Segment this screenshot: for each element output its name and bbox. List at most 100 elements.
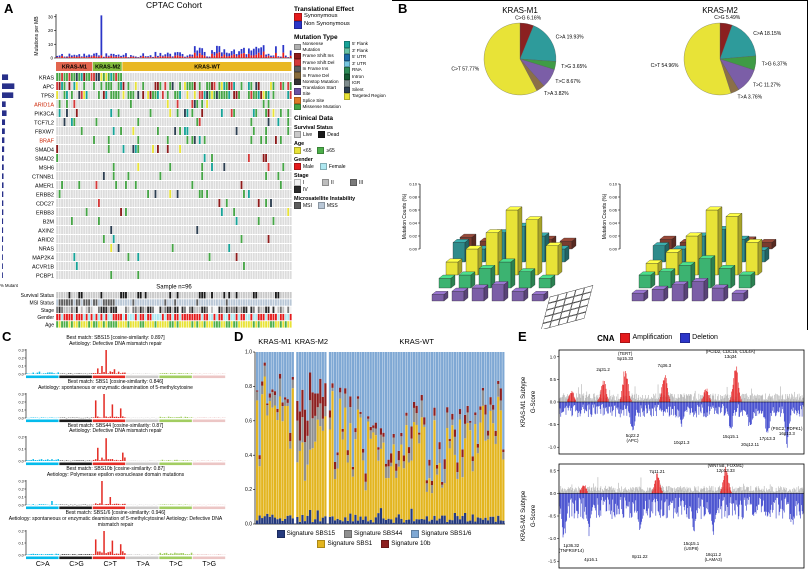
panel-d-legend: Signature SBS15 Signature SBS44 Signature … [233, 530, 515, 549]
z-axis-label: Mutation Counts (%) [602, 193, 608, 239]
gscore-tick: -0.5 [548, 514, 556, 519]
pie-title: KRAS-M1 [502, 6, 538, 15]
sig-ytick: 0.2 [19, 529, 24, 533]
cna-annotation: 4p16.1 [584, 557, 598, 562]
pie-slice [519, 25, 557, 62]
legend-swatch [294, 52, 301, 60]
gene-label: AXIN2 [38, 228, 54, 234]
legend-label: 3' UTR [352, 60, 367, 66]
gscore-tick: -1.5 [548, 559, 556, 564]
sig-ytick: 0.0 [19, 416, 24, 420]
legend-swatch [294, 72, 301, 79]
gene-label: ARID2 [38, 237, 54, 243]
z-axis-tick: 0.10 [609, 182, 618, 187]
legend-label: Male [303, 163, 314, 170]
signature-block: Best match: SBS44 [cosine-similarity: 0.… [0, 423, 231, 467]
mutation-type-columns: Nonsense Mutation Frame Shift Ins Frame Sh… [294, 41, 392, 111]
legend-label: 5' Flank [352, 41, 368, 47]
legend-label: In Frame Del [302, 72, 330, 78]
pie-slice-label: T>C 8.67% [555, 79, 581, 85]
legend-label: Frame Shift Del [302, 59, 335, 65]
legend-swatch [294, 202, 301, 210]
z-axis-tick: 0.00 [409, 247, 418, 252]
legend-swatch [294, 59, 301, 66]
legend-label: Synonymous [304, 13, 338, 20]
d-ytick: 0.2 [245, 487, 252, 493]
cna-annotation: 1p36.32 (TNFRSF14) [558, 543, 584, 553]
z-axis-tick: 0.06 [409, 208, 418, 213]
sig-ytick: 0.1 [19, 541, 24, 545]
legend-label: IGR [352, 80, 361, 86]
legend-label: 3' Flank [352, 47, 368, 53]
clinical-annotation-rows [56, 292, 292, 328]
gene-label: AMER1 [35, 183, 54, 189]
mutation-type-item: Nonsense Mutation [294, 41, 342, 53]
gscore-ylabel2: G-Score [531, 504, 537, 527]
clinical-section-title: Age [294, 141, 305, 148]
gene-label: ARID1A [34, 102, 54, 108]
legend-swatch [294, 21, 302, 29]
d-group-title: KRAS-M1 [258, 337, 291, 346]
clinical-item: ≥65 [317, 147, 335, 155]
cna-annotation: 8p11.22 [632, 554, 648, 559]
d-legend-item: Signature SBS15 [276, 530, 335, 539]
panel-d-label: D [234, 329, 244, 344]
legend-label: Nonstop Mutation [302, 79, 339, 85]
panel-a-oncoprint: 0 10 20 30 Mutations per MB KRAS-M1 KRAS-M2 KRA… [0, 14, 292, 328]
gscore-plot-m1: 1.0 0.5 0.0 -0.5 -1.0 KRAS-M1 Subtype G-Score [521, 349, 805, 455]
legend-swatch [317, 202, 325, 210]
axis-grid [540, 285, 594, 329]
clinical-item: I [294, 179, 316, 187]
3d-bar-plot [631, 206, 777, 302]
z-axis-tick: 0.06 [609, 208, 618, 213]
signature-aetiology: Aetiology: spontaneous or enzymatic deam… [38, 384, 193, 391]
gene-label: PCBP1 [36, 273, 54, 279]
mutation-type-item: Frame Shift Ins [294, 52, 342, 60]
cna-annotation: (WNT5B, FOXM1) 12p13.33 [707, 463, 744, 473]
mutation-type-item: Splice Site [294, 97, 342, 104]
pie-slice-label: T>A 3.82% [544, 91, 569, 97]
translational-item: Synonymous [294, 13, 391, 21]
translational-effect-title: Translational Effect [294, 6, 354, 13]
legend-label: Live [303, 131, 313, 138]
legend-swatch [343, 54, 350, 61]
legend-swatch [680, 333, 691, 343]
panel-d-stacked-bars: 0.0 0.2 0.4 0.6 0.8 1.0 KRAS-M1 KRAS-M2 KRAS-WT [245, 337, 505, 528]
mutations-per-mb-label: Mutations per MB [34, 16, 40, 56]
legend-swatch [411, 530, 420, 539]
clinical-section-items: Male Female [294, 163, 391, 171]
gene-label: CDC27 [36, 201, 54, 207]
pie-chart [483, 22, 557, 96]
legend-swatch [294, 13, 302, 21]
cna-annotation: 10q21.3 [673, 440, 690, 445]
signature-aetiology: Aetiology: Defective DNA mismatch repair [69, 340, 162, 347]
signature-aetiology: Aetiology: Polymerase epsilon exonucleas… [46, 472, 185, 479]
signature-block: Best match: SBS10b [cosine-similarity: 0… [0, 466, 231, 510]
signature-plot: 0.0 0.1 0.2 [19, 436, 226, 466]
pie-slice-label: T>G 3.65% [561, 64, 587, 70]
mutation-type-column: 5' Flank 3' Flank 5' UTR 3' UTR RNA Intron IGR… [343, 41, 392, 110]
gscore-bars [559, 366, 804, 448]
cna-annotation: 20q12.11 [741, 442, 760, 447]
legend-label: In Frame Ins [302, 66, 329, 72]
gene-label: CTNNB1 [32, 174, 54, 180]
mutation-type-item: Frame Shift Del [294, 59, 342, 66]
z-axis-label: Mutation Counts (%) [402, 193, 408, 239]
d-legend-item: Signature SBS1 [317, 540, 373, 549]
sig-x-category: C>A [35, 560, 50, 568]
pie-slice-label: T>A 3.76% [737, 95, 762, 101]
panel-b-label: B [398, 1, 408, 16]
legend-label: MSS [326, 202, 338, 209]
pie-chart [683, 22, 757, 96]
d-ytick: 0.0 [245, 522, 252, 528]
legend-label: Signature SBS1 [327, 540, 373, 548]
legend-swatch [317, 147, 325, 155]
legend-label: Signature SBS44 [353, 530, 403, 537]
legend-label: MSI [303, 202, 312, 209]
panel-c-signatures: Best match: SBS15 [cosine-similarity: 0.… [0, 335, 231, 568]
cna-legend-item: Deletion [680, 333, 718, 343]
legend-swatch [381, 540, 390, 549]
mutation-type-item: 3' Flank [343, 47, 392, 54]
signature-plot: 0.0 0.1 0.2 0.3 [19, 480, 226, 510]
